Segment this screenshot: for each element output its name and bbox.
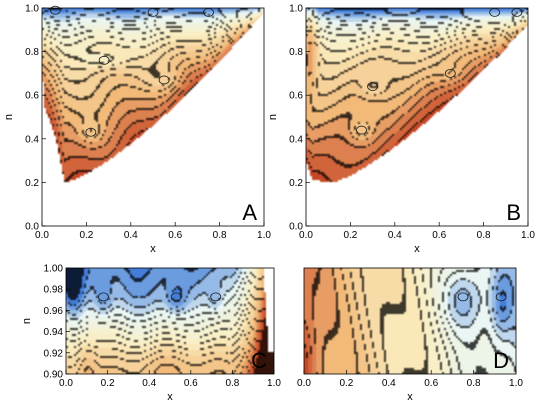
x-tick-label: 0.6 (184, 378, 198, 389)
y-tick-label: 0.2 (289, 178, 303, 189)
contour-field-d (304, 268, 516, 374)
minimum-contour-a-0 (85, 127, 97, 137)
y-tick-label: 0.6 (289, 91, 303, 102)
minimum-contour-a-2 (98, 55, 110, 65)
panel-label: D (493, 348, 509, 373)
y-tick-label: 0.4 (289, 134, 303, 145)
x-tick-label: 0.6 (168, 230, 182, 241)
x-tick-label: 0.8 (225, 378, 239, 389)
minimum-contour-b-0 (356, 125, 367, 135)
x-tick-label: 0.0 (59, 378, 73, 389)
y-tick-label: 0.2 (25, 178, 39, 189)
x-tick-label: 0.4 (388, 230, 402, 241)
y-tick-label: 0.8 (289, 47, 303, 58)
x-axis-label: x (150, 243, 156, 255)
x-axis-label: x (407, 391, 413, 403)
x-tick-label: 1.0 (257, 230, 271, 241)
y-tick-label: 0.0 (25, 222, 39, 233)
y-tick-label: 0.96 (44, 306, 64, 317)
x-tick-label: 0.2 (339, 378, 353, 389)
x-tick-label: 0.4 (382, 378, 396, 389)
panel-label: B (506, 200, 521, 225)
minimum-contour-a-1 (158, 75, 170, 85)
y-tick-label: 0.8 (25, 47, 39, 58)
panel-label: A (242, 200, 257, 225)
x-tick-label: 1.0 (521, 230, 535, 241)
minimum-contour-c-2 (170, 292, 182, 302)
panel-label: C (251, 348, 267, 373)
x-tick-label: 0.6 (424, 378, 438, 389)
minimum-contour-a-3 (49, 5, 61, 15)
contour-field-a (42, 8, 264, 226)
y-tick-label: 1.00 (44, 264, 64, 275)
plot-frame (65, 267, 275, 375)
y-tick-label: 0.6 (25, 91, 39, 102)
contour-field-b (306, 8, 528, 226)
x-tick-label: 0.4 (124, 230, 138, 241)
x-tick-label: 1.0 (509, 378, 523, 389)
x-tick-label: 1.0 (267, 378, 281, 389)
minimum-contour-c-0 (66, 287, 78, 297)
panel-b: 0.0 0.2 0.4 0.6 0.8 1.0 0.0 0.2 0.4 0.6 0.8 1.0 x n B (267, 4, 535, 256)
x-tick-label: 0.8 (467, 378, 481, 389)
panel-a: 0.0 0.2 0.4 0.6 0.8 1.0 0.0 0.2 0.4 0.6 0.8 1.0 x n A (3, 4, 271, 256)
y-tick-label: 0.94 (44, 327, 64, 338)
panel-c: 0.0 0.2 0.4 0.6 0.8 1.0 0.90 0.92 0.94 0.96 0.98 1.… (21, 264, 281, 404)
x-tick-label: 0.2 (79, 230, 93, 241)
x-tick-label: 0.8 (213, 230, 227, 241)
x-tick-label: 0.2 (343, 230, 357, 241)
x-axis-label: x (167, 391, 173, 403)
y-tick-label: 0.92 (44, 348, 64, 359)
x-tick-label: 0.0 (299, 230, 313, 241)
y-axis-label: n (3, 114, 15, 120)
x-axis-label: x (414, 243, 420, 255)
y-tick-label: 1.0 (25, 4, 39, 15)
x-tick-label: 0.0 (297, 378, 311, 389)
x-tick-label: 0.6 (432, 230, 446, 241)
contour-field-c (66, 268, 274, 374)
minimum-contour-d-1 (495, 292, 507, 302)
y-tick-label: 0.90 (44, 370, 64, 381)
x-tick-label: 0.0 (35, 230, 49, 241)
minimum-contour-c-1 (98, 292, 109, 302)
x-tick-label: 0.4 (142, 378, 156, 389)
plot-frame (41, 7, 265, 227)
y-axis-label: n (267, 114, 279, 120)
x-tick-label: 0.8 (477, 230, 491, 241)
plot-frame (305, 7, 529, 227)
y-axis-label: n (21, 318, 33, 324)
minimum-contour-c-3 (210, 292, 222, 302)
x-tick-label: 0.2 (101, 378, 115, 389)
y-tick-label: 1.0 (289, 4, 303, 15)
y-tick-label: 0.98 (44, 285, 64, 296)
minimum-contour-d-0 (457, 292, 469, 302)
panel-d: 0.0 0.2 0.4 0.6 0.8 1.0 x D (297, 267, 523, 403)
plot-frame (303, 267, 517, 375)
minimum-contour-b-1 (367, 82, 379, 91)
y-tick-label: 0.4 (25, 134, 39, 145)
minimum-contour-b-2 (444, 69, 456, 78)
y-tick-label: 0.0 (289, 222, 303, 233)
